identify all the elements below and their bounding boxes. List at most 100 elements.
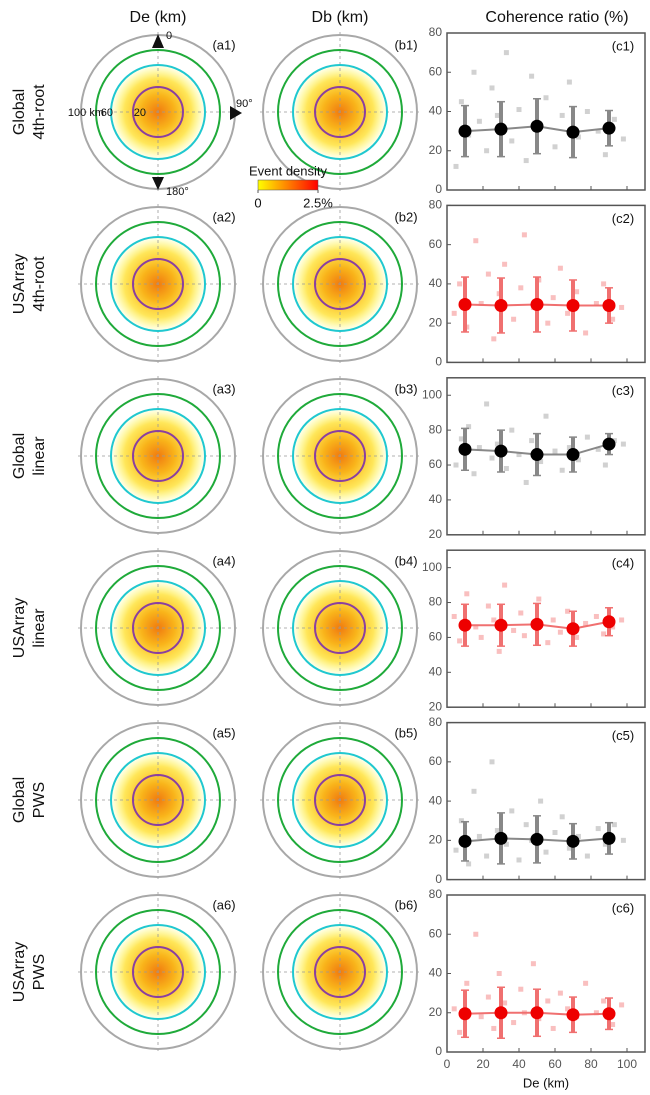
scatter-panel: 0 20 40 60 80 (c2) (429, 198, 646, 369)
y-tick-label: 80 (429, 422, 443, 436)
event-point (530, 961, 536, 967)
event-point (595, 826, 601, 832)
y-tick-label: 60 (429, 457, 443, 471)
range-ring (132, 258, 184, 310)
panel-label: (a2) (212, 209, 235, 224)
column-title: Coherence ratio (%) (485, 9, 628, 26)
event-point (453, 847, 459, 853)
direction-arrow (152, 177, 164, 190)
event-point (583, 980, 589, 986)
event-point (543, 413, 549, 419)
range-ring (262, 34, 418, 190)
event-point (464, 591, 470, 597)
range-ring (110, 752, 206, 848)
range-ring (262, 550, 418, 706)
x-tick-label: 20 (476, 1057, 490, 1071)
event-point (518, 610, 524, 616)
panel-label: (b3) (394, 381, 417, 396)
event-point (451, 613, 457, 619)
y-tick-label: 80 (429, 595, 443, 609)
event-point (559, 467, 565, 473)
mean-point (530, 448, 544, 462)
point-cloud (453, 50, 626, 169)
range-ring (292, 64, 388, 160)
event-point (575, 134, 581, 140)
range-ring (277, 393, 403, 519)
event-point (491, 617, 497, 623)
event-point (583, 620, 589, 626)
event-point (516, 107, 522, 113)
mean-point (458, 834, 472, 848)
mean-point (530, 832, 544, 846)
direction-label: 0 (166, 30, 172, 42)
range-ring (110, 580, 206, 676)
event-point (601, 998, 607, 1004)
range-ring (277, 737, 403, 863)
row-label: Global (11, 433, 28, 479)
direction-arrow (230, 106, 242, 120)
y-tick-label: 20 (429, 833, 443, 847)
range-ring (262, 894, 418, 1050)
row-label: PWS (31, 782, 48, 818)
y-tick-label: 40 (429, 492, 443, 506)
row-label: linear (31, 608, 48, 648)
mean-point (458, 1007, 472, 1021)
event-point (552, 448, 558, 454)
axes-box (446, 32, 646, 191)
event-point (494, 828, 500, 834)
event-point (484, 853, 490, 859)
y-tick-label: 80 (429, 715, 443, 729)
event-point (511, 627, 517, 633)
event-point (516, 857, 522, 863)
event-point (595, 128, 601, 134)
event-point (478, 634, 484, 640)
event-point (550, 617, 556, 623)
range-ring (277, 909, 403, 1035)
y-tick-label: 20 (429, 315, 443, 329)
mean-point (602, 1007, 616, 1021)
event-point (619, 304, 625, 310)
x-axis-label: De (km) (523, 1075, 569, 1090)
range-ring (80, 378, 236, 534)
range-ring (132, 774, 184, 826)
event-point (593, 613, 599, 619)
radius-label: 100 km (68, 107, 104, 119)
column-title: De (km) (130, 9, 187, 26)
event-point (559, 112, 565, 118)
event-point (511, 1020, 517, 1026)
event-point (620, 441, 626, 447)
scatter-panel: 0 20 40 60 80 (c1) (429, 25, 646, 196)
y-tick-label: 40 (429, 793, 443, 807)
event-point (523, 479, 529, 485)
panel-label: (a3) (212, 381, 235, 396)
event-point (502, 261, 508, 267)
event-point (496, 971, 502, 976)
event-point (559, 814, 565, 820)
range-ring (314, 946, 366, 998)
event-point (458, 99, 464, 105)
event-point (473, 238, 479, 244)
range-ring (262, 722, 418, 878)
event-point (529, 438, 535, 444)
range-ring (110, 408, 206, 504)
event-point (545, 998, 551, 1004)
event-point (552, 830, 558, 835)
panel-label: (c3) (612, 383, 634, 398)
mean-point (494, 122, 508, 136)
event-point (602, 462, 608, 468)
panel-label: (b4) (394, 553, 417, 568)
event-point (503, 466, 509, 472)
event-point (523, 158, 529, 164)
event-point (538, 459, 544, 465)
range-ring (292, 580, 388, 676)
y-tick-label: 60 (429, 630, 443, 644)
colorbar-title: Event density (249, 163, 328, 178)
y-tick-label: 0 (435, 355, 442, 369)
panel-label: (c5) (612, 728, 634, 743)
y-tick-label: 20 (429, 143, 443, 157)
panel-label: (a5) (212, 725, 235, 740)
range-ring (110, 924, 206, 1020)
event-point (453, 462, 459, 468)
range-ring (277, 221, 403, 347)
event-point (502, 582, 508, 588)
